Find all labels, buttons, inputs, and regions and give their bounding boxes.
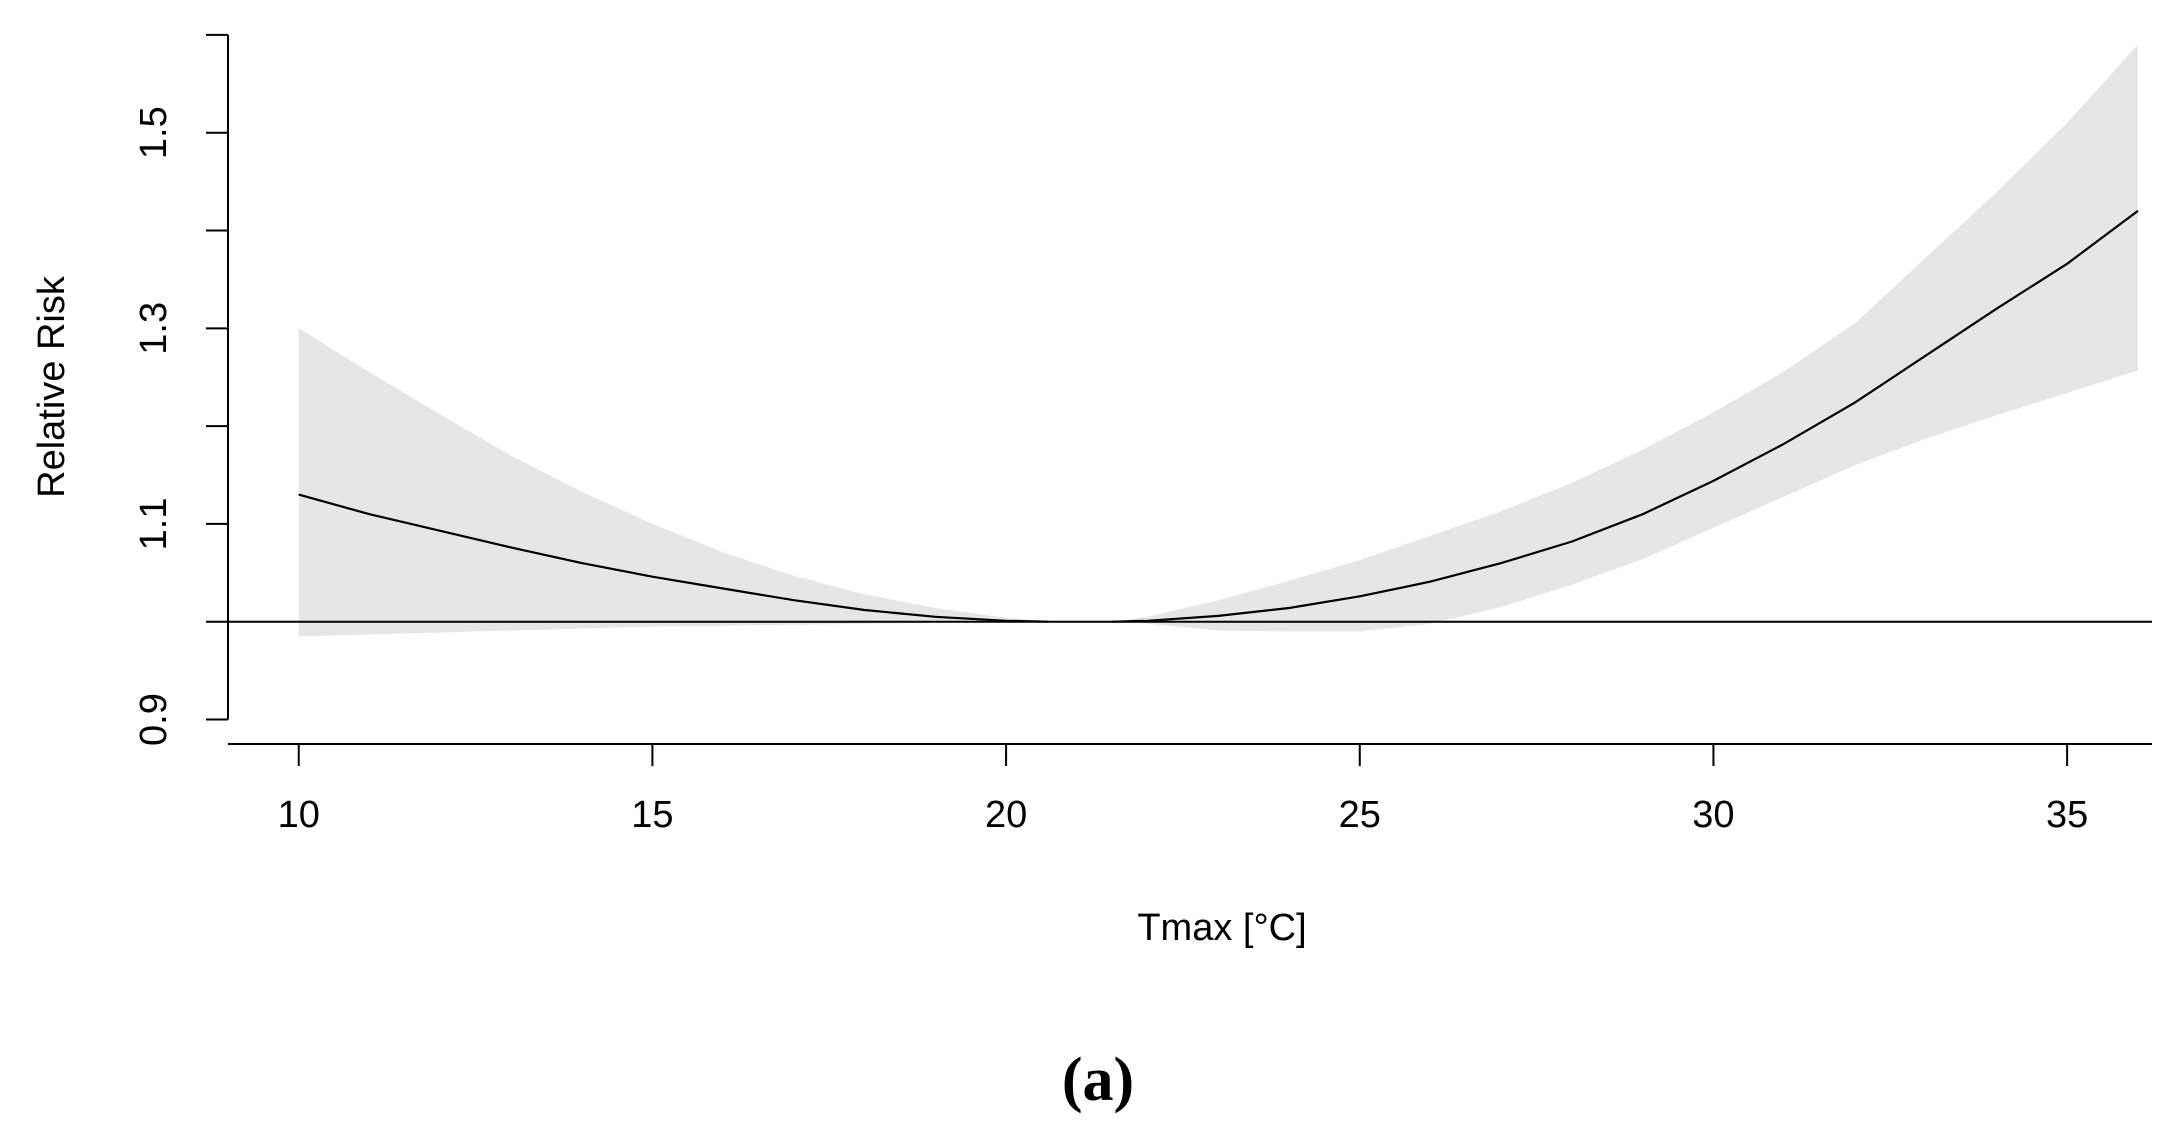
x-axis-title: Tmax [°C] bbox=[1137, 907, 1306, 949]
y-tick-label: 0.9 bbox=[133, 693, 175, 746]
x-tick-label: 30 bbox=[1692, 794, 1734, 836]
relative-risk-line-2 bbox=[1112, 210, 2139, 623]
x-tick-label: 20 bbox=[985, 794, 1027, 836]
y-tick-label: 1.5 bbox=[133, 106, 175, 159]
relative-risk-curves bbox=[298, 210, 2139, 623]
confidence-band-1 bbox=[298, 328, 1049, 637]
x-tick-label: 35 bbox=[2046, 794, 2088, 836]
y-axis-title: Relative Risk bbox=[31, 275, 73, 498]
x-tick-label: 15 bbox=[631, 794, 673, 836]
confidence-band-2 bbox=[1112, 44, 2138, 632]
axes: 0.9 1.1 1.3 1.5 10 15 20 25 30 35 bbox=[133, 33, 2152, 836]
confidence-bands bbox=[298, 44, 2138, 637]
y-tick-label: 1.1 bbox=[133, 498, 175, 551]
x-tick-label: 25 bbox=[1339, 794, 1381, 836]
relative-risk-line-1 bbox=[298, 493, 1049, 623]
x-tick-label: 10 bbox=[278, 794, 320, 836]
figure-caption: (a) bbox=[1062, 1046, 1134, 1114]
y-tick-label: 1.3 bbox=[133, 302, 175, 355]
